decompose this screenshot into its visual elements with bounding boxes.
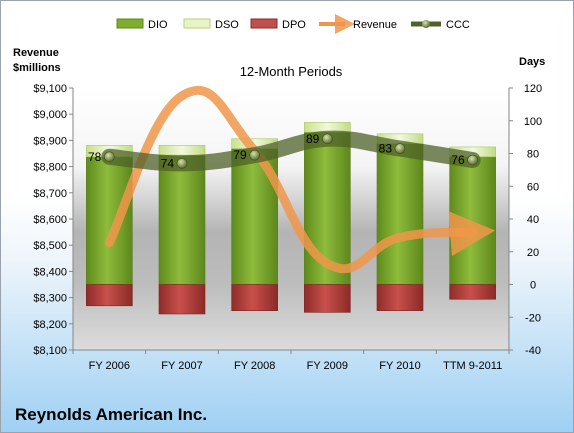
x-axis-tick-label: FY 2009 (307, 360, 348, 372)
right-axis-tick-label: 80 (527, 149, 539, 161)
ccc-data-label: 79 (233, 148, 247, 162)
bar-dpo (304, 284, 351, 313)
bar-dio (376, 143, 424, 285)
left-axis-tick-label: $8,700 (33, 188, 67, 200)
right-axis-tick-label: 20 (527, 247, 539, 259)
bar-dso (304, 122, 351, 133)
x-axis-tick-label: FY 2008 (234, 360, 275, 372)
legend-label-ccc: CCC (446, 19, 470, 31)
left-axis-tick-label: $8,600 (33, 214, 67, 226)
right-axis-tick-label: 120 (524, 83, 542, 95)
right-axis-tick-label: -40 (525, 345, 541, 357)
legend-label-revenue: Revenue (353, 19, 397, 31)
left-axis-tick-label: $8,400 (33, 266, 67, 278)
right-axis-tick-label: -20 (525, 312, 541, 324)
ccc-data-label: 78 (88, 150, 102, 164)
legend-label-dpo: DPO (282, 19, 306, 31)
right-axis-tick-label: 60 (527, 181, 539, 193)
ccc-marker (322, 133, 333, 145)
x-axis-tick-label: FY 2010 (379, 360, 420, 372)
right-axis-tick-label: 40 (527, 214, 539, 226)
ccc-series: 78 74 79 89 83 76 (88, 130, 481, 172)
left-axis-label-line1: Revenue (13, 47, 59, 59)
ccc-data-label: 89 (306, 132, 320, 146)
chart-title: 12-Month Periods (240, 64, 343, 79)
left-axis-tick-label: $8,800 (33, 162, 67, 174)
ccc-marker (176, 158, 188, 169)
bar-dio (86, 156, 133, 285)
x-axis-tick-label: FY 2007 (161, 360, 202, 372)
legend-label-dio: DIO (148, 19, 168, 31)
ccc-data-label: 76 (451, 153, 465, 167)
bar-dpo (376, 284, 424, 312)
bar-dio (158, 154, 206, 285)
bar-dio (449, 156, 496, 285)
left-axis-label-line2: $millions (13, 62, 61, 74)
left-axis-tick-label: $8,500 (33, 240, 67, 252)
ccc-marker (249, 149, 260, 161)
ccc-line (101, 130, 481, 172)
x-axis-tick-label: FY 2006 (89, 360, 130, 372)
legend-swatch-dpo (250, 18, 278, 29)
legend-label-dso: DSO (215, 19, 239, 31)
right-axis-label: Days (519, 56, 545, 68)
ccc-marker (467, 154, 478, 166)
left-axis-tick-label: $8,300 (33, 293, 67, 305)
ccc-data-label: 83 (379, 142, 393, 156)
bar-dso (158, 145, 206, 156)
ccc-data-label: 74 (161, 156, 175, 170)
bar-dpo (231, 284, 278, 312)
bar-dpo (86, 284, 133, 307)
legend-marker-ccc (422, 20, 430, 28)
axes-group: $8,100 $8,200 $8,300 $8,400 $8,500 $8,600 $8,7… (33, 83, 542, 372)
bar-dpo (449, 284, 496, 300)
left-axis-tick-label: $8,900 (33, 135, 67, 147)
revenue-series (104, 85, 496, 274)
right-axis-tick-label: 100 (524, 116, 542, 128)
revenue-line (104, 85, 496, 274)
legend-swatch-dso (183, 18, 211, 29)
ccc-marker (104, 151, 115, 163)
legend-swatch-dio (116, 18, 144, 29)
ccc-marker (394, 143, 406, 154)
bar-dpo (158, 284, 206, 315)
left-axis-tick-label: $9,100 (33, 83, 67, 95)
right-axis-tick-label: 0 (530, 280, 536, 292)
company-name: Reynolds American Inc. (15, 405, 208, 424)
left-axis-tick-label: $8,100 (33, 345, 67, 357)
legend: DIO DSO DPO Revenue CCC (116, 14, 470, 34)
left-axis-tick-label: $9,000 (33, 109, 67, 121)
x-axis-tick-label: TTM 9-2011 (443, 360, 502, 372)
left-axis-tick-label: $8,200 (33, 319, 67, 331)
